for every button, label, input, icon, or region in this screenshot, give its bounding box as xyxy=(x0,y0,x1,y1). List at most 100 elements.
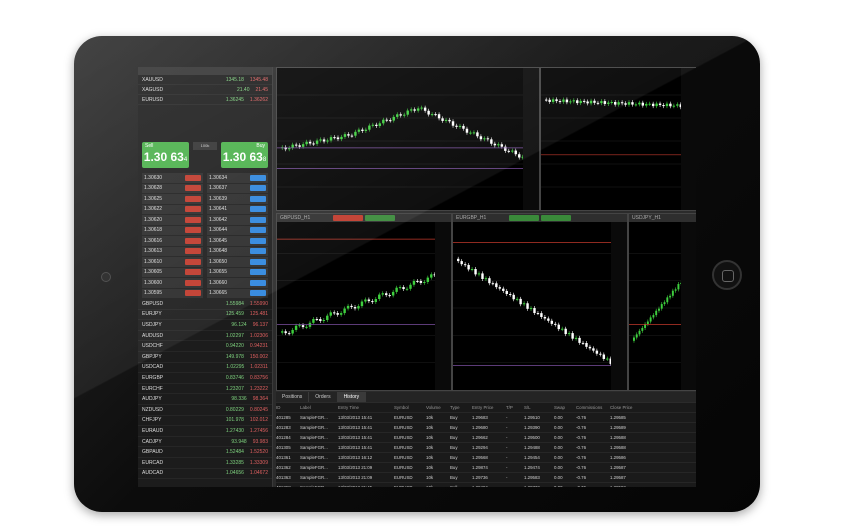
ladder-buy-cell[interactable]: 1.30660 xyxy=(207,278,268,288)
table-row[interactable]: 401283 SampleFGR... 13/03/2013 15:41 EURUSD… xyxy=(276,423,696,433)
column-header[interactable]: ID xyxy=(276,405,281,410)
depth-ladder: 1.30630 1.30634 1.30628 1.30637 1.30625 1.306… xyxy=(142,173,268,299)
tab-positions[interactable]: Positions xyxy=(276,392,310,402)
ladder-buy-cell[interactable]: 1.30641 xyxy=(207,204,268,214)
table-cell: -0.76 xyxy=(576,435,587,440)
chart-top-left[interactable] xyxy=(276,67,540,211)
ladder-buy-cell[interactable]: 1.30637 xyxy=(207,183,268,193)
candle-body xyxy=(291,144,294,148)
watchlist-row[interactable]: EURJPY 125.459 125.481 xyxy=(138,310,272,321)
ladder-buy-cell[interactable]: 1.30642 xyxy=(207,215,268,225)
table-cell: SampleFGR... xyxy=(300,465,328,470)
ladder-sell-price: 1.30613 xyxy=(144,248,163,255)
candle-body xyxy=(388,295,391,297)
candle-body xyxy=(416,108,420,111)
chart-buy-button[interactable] xyxy=(541,215,571,221)
chart-eurgbp[interactable]: EURGBP_H1 xyxy=(452,213,628,391)
column-header[interactable]: Label xyxy=(300,405,311,410)
table-cell: Buy xyxy=(450,475,458,480)
column-header[interactable]: Type xyxy=(450,405,460,410)
watchlist-row[interactable]: XAGUSD 21.40 21.45 xyxy=(138,85,272,95)
watchlist-row[interactable]: AUDCAD 1.04656 1.04672 xyxy=(138,469,272,480)
table-row[interactable]: 401362 SampleFGR... 13/03/2013 21:09 EURUSD… xyxy=(276,463,696,473)
column-header[interactable]: Close Price xyxy=(610,405,633,410)
table-row[interactable]: 401361 SampleFGR... 13/03/2013 16:12 EURUSD… xyxy=(276,453,696,463)
table-cell: 10k xyxy=(426,435,434,440)
watchlist-row[interactable]: AUDJPY 98.336 98.364 xyxy=(138,394,272,405)
volume-field[interactable]: 100k xyxy=(193,142,217,150)
chart-sell-button[interactable] xyxy=(333,215,363,221)
watchlist-row[interactable]: NZDUSD 0.80229 0.80245 xyxy=(138,405,272,416)
table-row[interactable]: 401285 SampleFGR... 13/03/2013 15:41 EURUSD… xyxy=(276,413,696,423)
table-row[interactable]: 401363 SampleFGR... 13/03/2013 21:09 EURUSD… xyxy=(276,473,696,483)
tab-orders[interactable]: Orders xyxy=(309,392,338,402)
table-row[interactable]: 401284 SampleFGR... 13/03/2013 15:41 EURUSD… xyxy=(276,433,696,443)
symbol-label: EURCHF xyxy=(142,385,163,392)
chart-buy-button[interactable] xyxy=(365,215,395,221)
candle-body xyxy=(308,322,312,327)
candle-body xyxy=(426,277,430,282)
ladder-sell-cell[interactable]: 1.30630 xyxy=(142,173,203,183)
ladder-sell-cell[interactable]: 1.30616 xyxy=(142,236,203,246)
ladder-buy-cell[interactable]: 1.30634 xyxy=(207,173,268,183)
column-header[interactable]: Volume xyxy=(426,405,441,410)
ladder-sell-cell[interactable]: 1.30613 xyxy=(142,246,203,256)
candle-body xyxy=(545,99,548,101)
ladder-buy-cell[interactable]: 1.30648 xyxy=(207,246,268,256)
ladder-sell-cell[interactable]: 1.30620 xyxy=(142,215,203,225)
table-cell: 13/03/2013 16:12 xyxy=(338,455,373,460)
watchlist-row[interactable]: CADJPY 93.948 93.983 xyxy=(138,437,272,448)
ask-price: 125.481 xyxy=(249,311,268,318)
ladder-buy-cell[interactable]: 1.30665 xyxy=(207,288,268,298)
column-header[interactable]: Entry Time xyxy=(338,405,359,410)
ladder-buy-cell[interactable]: 1.30650 xyxy=(207,257,268,267)
candle-body xyxy=(287,333,291,335)
ladder-sell-cell[interactable]: 1.30610 xyxy=(142,257,203,267)
sell-button[interactable]: Sell 1.30 634 xyxy=(142,142,189,168)
watchlist-row[interactable]: GBPAUD 1.52484 1.52520 xyxy=(138,447,272,458)
ladder-buy-cell[interactable]: 1.30655 xyxy=(207,267,268,277)
ladder-sell-cell[interactable]: 1.30595 xyxy=(142,288,203,298)
column-header[interactable]: Commissions xyxy=(576,405,603,410)
watchlist-row[interactable]: EURAUD 1.27430 1.27456 xyxy=(138,426,272,437)
watchlist-row[interactable]: USDCHF 0.94220 0.94231 xyxy=(138,341,272,352)
buy-button[interactable]: Buy 1.30 638 xyxy=(221,142,268,168)
chart-usdjpy[interactable]: USDJPY_H1 xyxy=(628,213,696,391)
ladder-buy-cell[interactable]: 1.30645 xyxy=(207,236,268,246)
watchlist-row[interactable]: USDJPY 96.124 96.137 xyxy=(138,320,272,331)
watchlist-row[interactable]: EURGBP 0.83746 0.83756 xyxy=(138,373,272,384)
watchlist-row[interactable]: EURCHF 1.23207 1.23222 xyxy=(138,384,272,395)
ladder-sell-cell[interactable]: 1.30625 xyxy=(142,194,203,204)
watchlist-row[interactable]: USDCAD 1.02295 1.02311 xyxy=(138,363,272,374)
chart-sell-button[interactable] xyxy=(509,215,539,221)
watchlist-row[interactable]: EURCAD 1.33285 1.33309 xyxy=(138,458,272,469)
watchlist-row[interactable]: CHFJPY 101.978 102.012 xyxy=(138,416,272,427)
ladder-sell-cell[interactable]: 1.30600 xyxy=(142,278,203,288)
ladder-buy-cell[interactable]: 1.30639 xyxy=(207,194,268,204)
ladder-buy-cell[interactable]: 1.30644 xyxy=(207,225,268,235)
ladder-sell-cell[interactable]: 1.30628 xyxy=(142,183,203,193)
watchlist-row[interactable]: XAUUSD 1345.18 1345.48 xyxy=(138,75,272,85)
table-cell: EURUSD xyxy=(394,455,413,460)
watchlist-row[interactable]: GBPUSD 1.55984 1.55990 xyxy=(138,299,272,310)
ladder-sell-cell[interactable]: 1.30605 xyxy=(142,267,203,277)
column-header[interactable]: S/L xyxy=(524,405,531,410)
ladder-sell-cell[interactable]: 1.30618 xyxy=(142,225,203,235)
table-row[interactable]: 401305 SampleFGR... 13/03/2013 15:41 EURUSD… xyxy=(276,443,696,453)
symbol-label: AUDCAD xyxy=(142,470,164,477)
column-header[interactable]: Swap xyxy=(554,405,565,410)
watchlist-row[interactable]: EURUSD 1.36245 1.36262 xyxy=(138,95,272,105)
chart-gbpusd[interactable]: GBPUSD_H1 xyxy=(276,213,452,391)
watchlist-row[interactable]: AUDUSD 1.02297 1.02306 xyxy=(138,331,272,342)
bid-price: 93.948 xyxy=(231,438,247,445)
chart-top-right[interactable] xyxy=(540,67,696,211)
table-row[interactable]: 401368SampleFGR...13/03/2013 21:45EURUSD… xyxy=(276,483,696,487)
home-button[interactable] xyxy=(712,260,742,290)
table-cell: 10k xyxy=(426,445,434,450)
column-header[interactable]: T/P xyxy=(506,405,513,410)
watchlist-row[interactable]: GBPJPY 149.978 150.002 xyxy=(138,352,272,363)
tab-history[interactable]: History xyxy=(337,392,367,402)
column-header[interactable]: Symbol xyxy=(394,405,409,410)
column-header[interactable]: Entry Price xyxy=(472,405,494,410)
ladder-sell-cell[interactable]: 1.30622 xyxy=(142,204,203,214)
